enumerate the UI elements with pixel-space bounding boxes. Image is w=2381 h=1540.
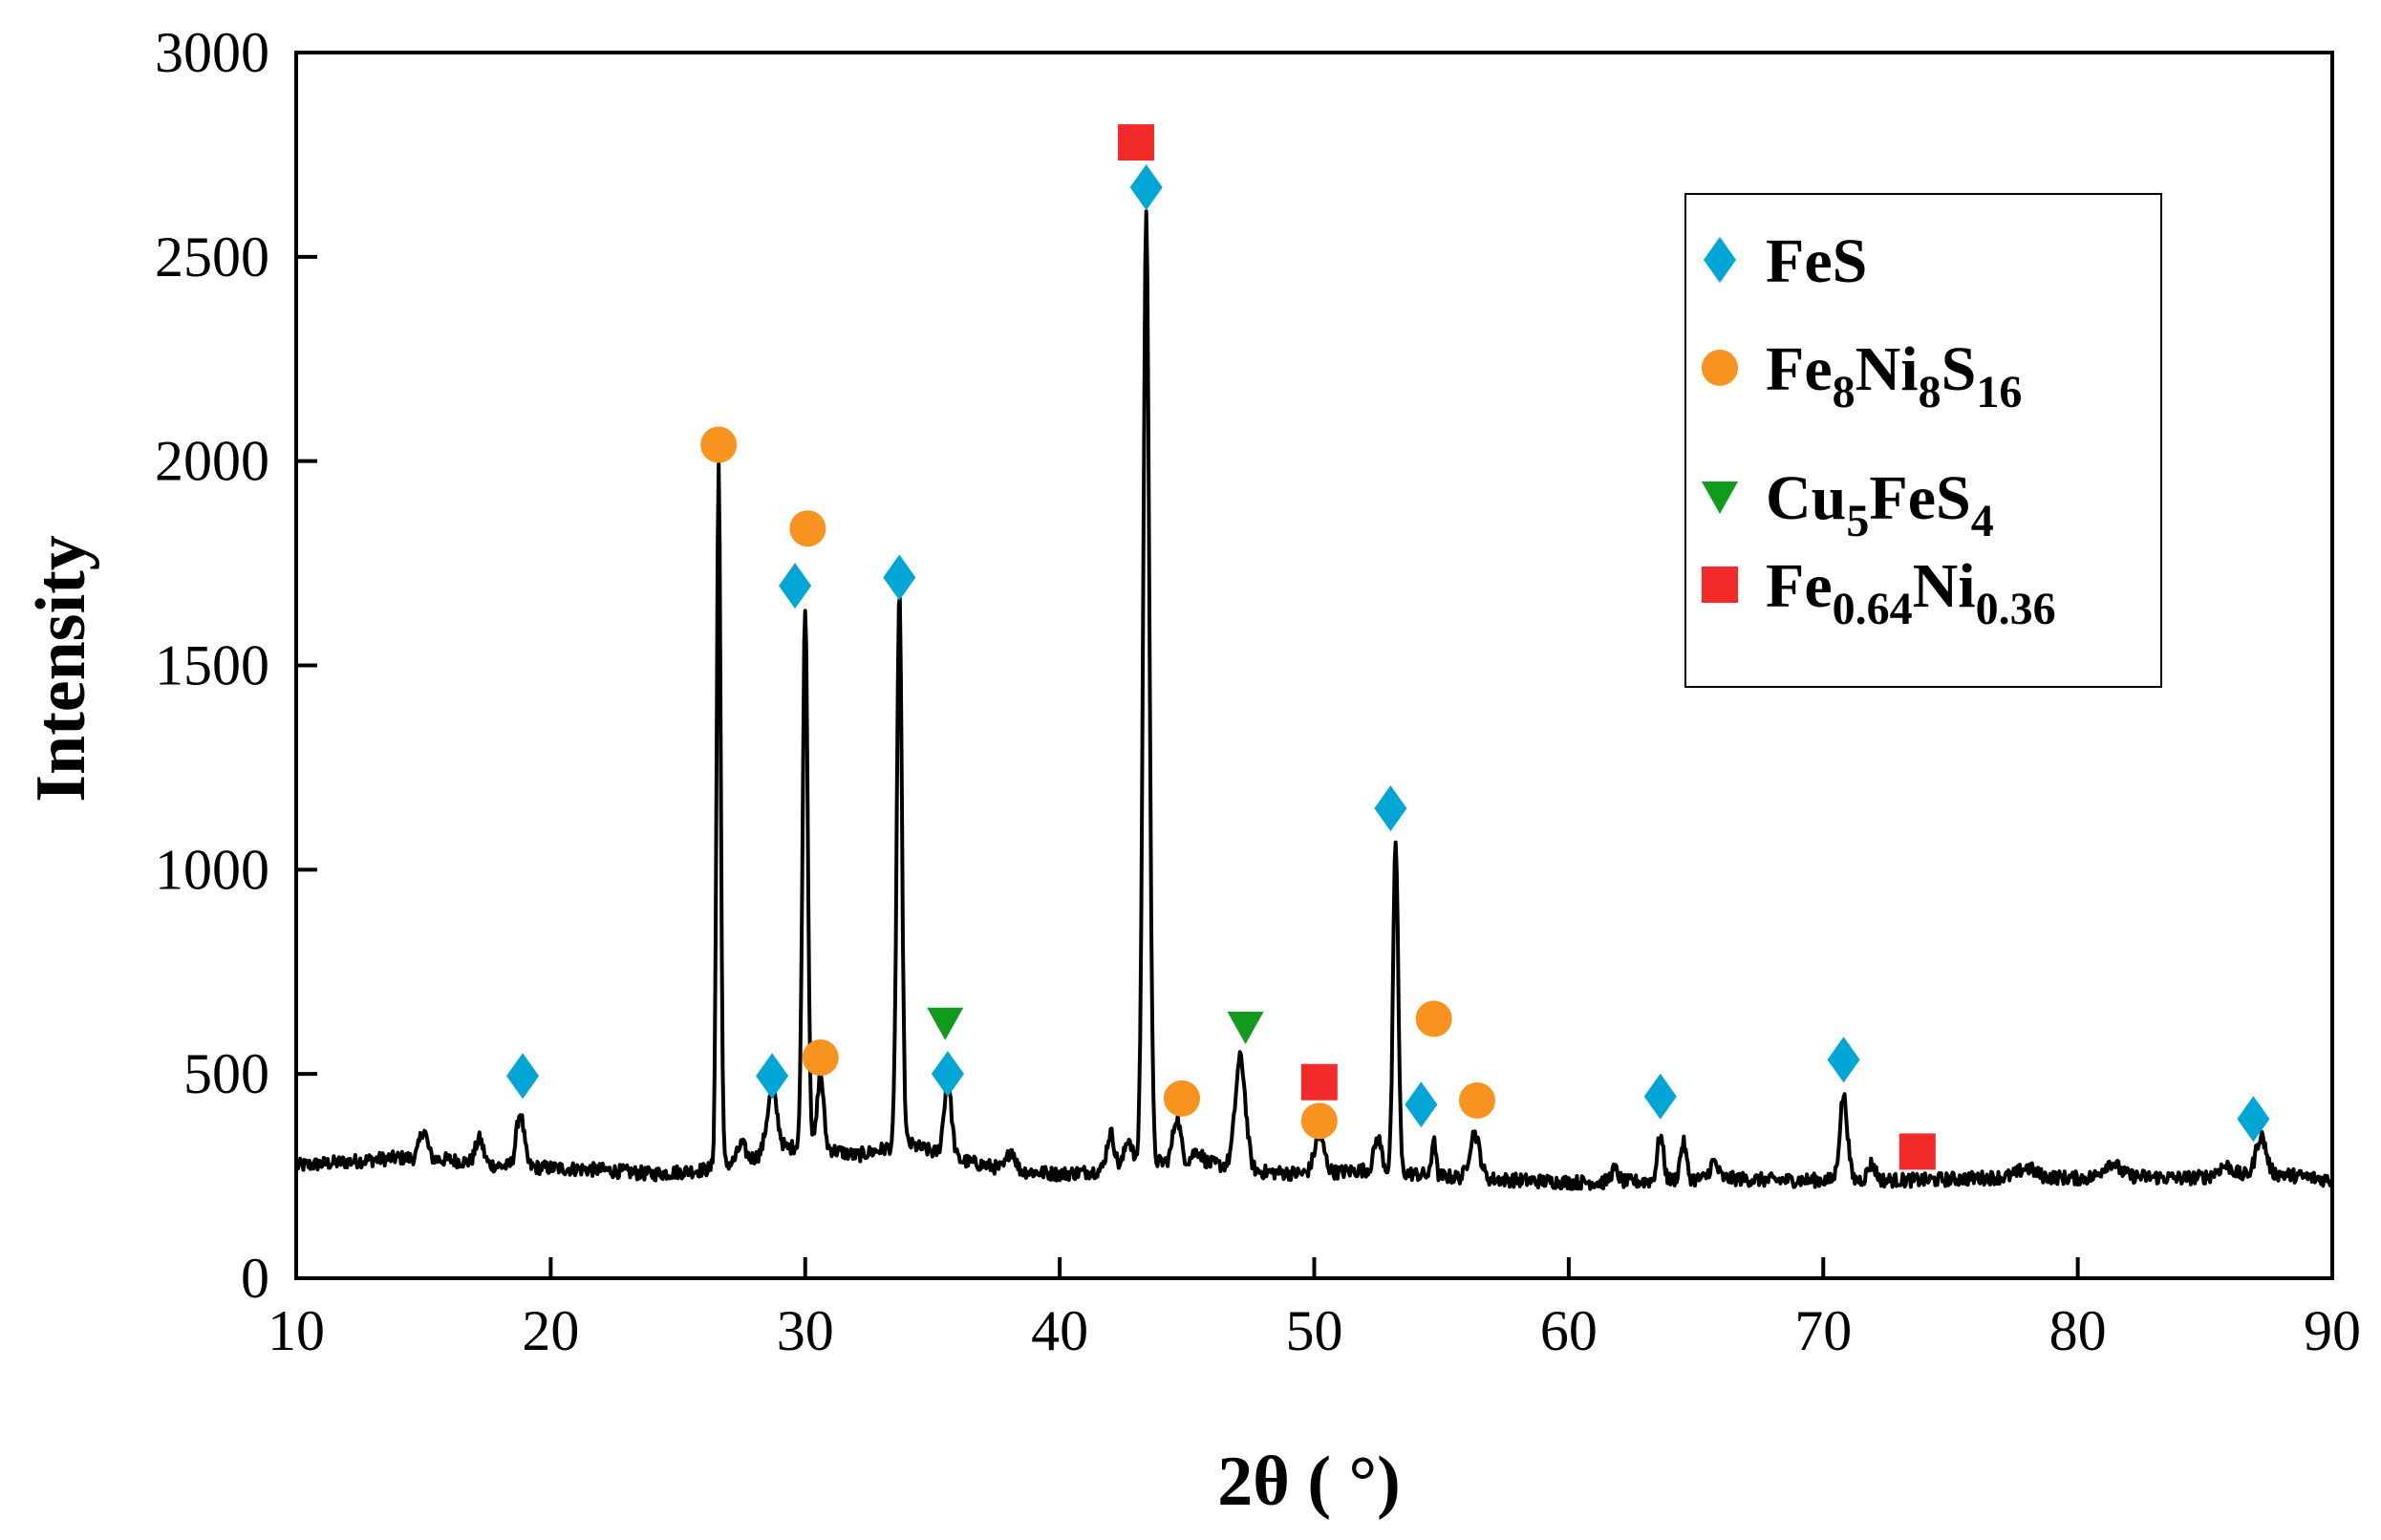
marker-fe0-64ni0-36 bbox=[1898, 1133, 1936, 1170]
legend-symbol-fe8ni8s16 bbox=[1702, 350, 1738, 386]
x-tick-label: 10 bbox=[268, 1299, 325, 1362]
legend-symbol-fe0-64ni0-36 bbox=[1702, 567, 1738, 603]
x-tick-label: 40 bbox=[1031, 1299, 1088, 1362]
legend-symbol-cu5fes4 bbox=[1702, 481, 1738, 514]
marker-fe8ni8s16 bbox=[1415, 1000, 1452, 1037]
legend-label-part: 16 bbox=[1976, 367, 2022, 417]
legend-box bbox=[1684, 193, 2162, 688]
marker-cu5fes4 bbox=[927, 1007, 964, 1040]
legend-label-part: 8 bbox=[1833, 367, 1855, 417]
marker-fe8ni8s16 bbox=[1300, 1102, 1338, 1140]
marker-fes bbox=[2237, 1096, 2270, 1143]
legend-label-part: 5 bbox=[1846, 496, 1869, 546]
y-tick-label: 0 bbox=[241, 1247, 269, 1310]
marker-fes bbox=[931, 1051, 964, 1098]
legend-label-part: S bbox=[1941, 334, 1977, 404]
x-tick-label: 90 bbox=[2304, 1299, 2361, 1362]
y-tick-label: 1000 bbox=[155, 838, 269, 901]
marker-fes bbox=[883, 554, 916, 601]
legend-label-part: 8 bbox=[1919, 367, 1941, 417]
legend-label-part: 0.64 bbox=[1833, 584, 1913, 634]
legend-label-part: Fe bbox=[1766, 334, 1833, 404]
legend-label-fe0-64ni0-36: Fe0.64Ni0.36 bbox=[1766, 551, 2056, 634]
marker-fes bbox=[1374, 785, 1407, 832]
marker-fe0-64ni0-36 bbox=[1300, 1063, 1338, 1101]
x-tick-label: 50 bbox=[1286, 1299, 1343, 1362]
x-tick-label: 60 bbox=[1540, 1299, 1598, 1362]
marker-fe8ni8s16 bbox=[1458, 1081, 1495, 1119]
marker-fes bbox=[506, 1053, 540, 1100]
xrd-pattern-line bbox=[295, 209, 2333, 1191]
legend-label-part: 4 bbox=[1971, 496, 1994, 546]
y-tick-label: 2000 bbox=[155, 430, 269, 493]
marker-fe8ni8s16 bbox=[700, 426, 738, 463]
legend-label-cu5fes4: Cu5FeS4 bbox=[1766, 463, 1994, 546]
legend-label-part: Cu bbox=[1766, 463, 1846, 533]
marker-fes bbox=[1129, 164, 1163, 211]
marker-fe8ni8s16 bbox=[789, 510, 826, 547]
marker-fe8ni8s16 bbox=[1163, 1080, 1200, 1117]
legend-label-part: FeS bbox=[1869, 463, 1970, 533]
legend-label-fes: FeS bbox=[1766, 226, 1867, 296]
marker-fes bbox=[1643, 1073, 1677, 1120]
legend-label-part: Ni bbox=[1855, 334, 1919, 404]
marker-fe8ni8s16 bbox=[802, 1039, 839, 1077]
x-tick-label: 70 bbox=[1794, 1299, 1852, 1362]
legend-label-part: 0.36 bbox=[1976, 584, 2056, 634]
x-tick-label: 30 bbox=[777, 1299, 834, 1362]
y-tick-label: 2500 bbox=[155, 225, 269, 289]
legend-label-part: Ni bbox=[1913, 551, 1976, 621]
y-axis-title: Intensity bbox=[22, 535, 100, 802]
marker-fes bbox=[1405, 1081, 1438, 1128]
y-tick-label: 1500 bbox=[155, 634, 269, 697]
x-axis-title: 2θ ( °) bbox=[1217, 1443, 1401, 1521]
legend-label-fe8ni8s16: Fe8Ni8S16 bbox=[1766, 334, 2022, 417]
legend-label-part: Fe bbox=[1766, 551, 1833, 621]
legend-label-part: FeS bbox=[1766, 226, 1867, 296]
legend-symbol-fes bbox=[1704, 237, 1736, 283]
y-tick-label: 3000 bbox=[155, 21, 269, 84]
y-tick-label: 500 bbox=[183, 1042, 269, 1105]
x-tick-label: 20 bbox=[522, 1299, 579, 1362]
marker-fe0-64ni0-36 bbox=[1118, 124, 1155, 161]
marker-fes bbox=[779, 563, 812, 610]
marker-cu5fes4 bbox=[1227, 1011, 1264, 1044]
marker-fes bbox=[756, 1053, 789, 1100]
x-tick-label: 80 bbox=[2049, 1299, 2107, 1362]
marker-fes bbox=[1827, 1037, 1860, 1083]
